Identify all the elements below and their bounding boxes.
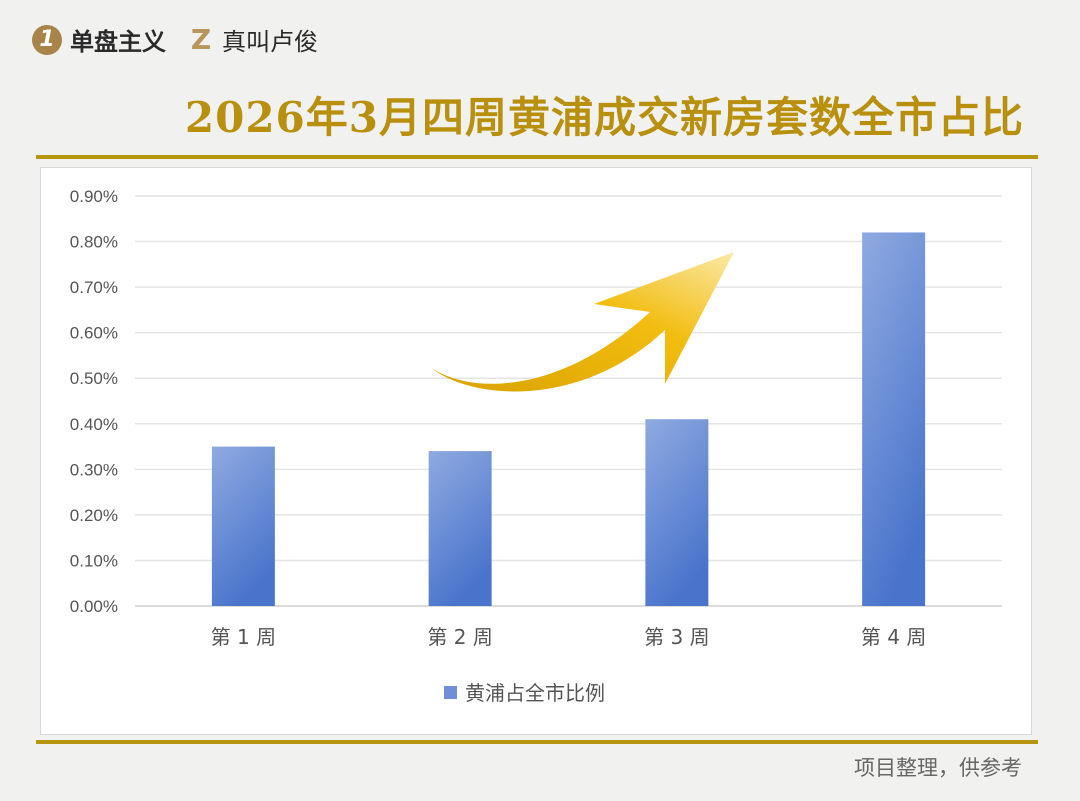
bar [645, 419, 709, 606]
y-tick-label: 0.60% [70, 324, 118, 343]
brand-header: 1 单盘主义 Z 真叫卢俊 [32, 22, 318, 57]
x-tick-label: 第 4 周 [861, 625, 926, 649]
legend-swatch [444, 686, 457, 699]
brand-logo-1: 1 [32, 24, 62, 55]
y-tick-label: 0.20% [70, 506, 118, 525]
y-tick-label: 0.00% [70, 597, 118, 616]
top-divider [36, 155, 1038, 159]
y-tick-label: 0.50% [70, 369, 118, 388]
x-tick-label: 第 2 周 [427, 625, 492, 649]
trend-arrow [430, 252, 734, 392]
brand-name-2: 真叫卢俊 [222, 28, 318, 56]
y-tick-label: 0.40% [70, 415, 118, 434]
bar [211, 446, 275, 606]
bottom-divider [36, 740, 1038, 744]
y-tick-label: 0.80% [70, 233, 118, 252]
bar [428, 451, 492, 606]
x-tick-label: 第 3 周 [644, 625, 709, 649]
bar [862, 232, 926, 606]
y-tick-label: 0.30% [70, 460, 118, 479]
y-tick-label: 0.90% [70, 187, 118, 206]
y-tick-label: 0.10% [70, 551, 118, 570]
y-tick-label: 0.70% [70, 278, 118, 297]
brand-logo-2: Z [190, 23, 212, 56]
page-title: 2026年3月四周黄浦成交新房套数全市占比 [184, 93, 1024, 142]
legend-label: 黄浦占全市比例 [465, 681, 605, 705]
x-tick-label: 第 1 周 [211, 625, 276, 649]
footer-note: 项目整理，供参考 [854, 756, 1022, 780]
brand-name-1: 单盘主义 [70, 28, 166, 56]
